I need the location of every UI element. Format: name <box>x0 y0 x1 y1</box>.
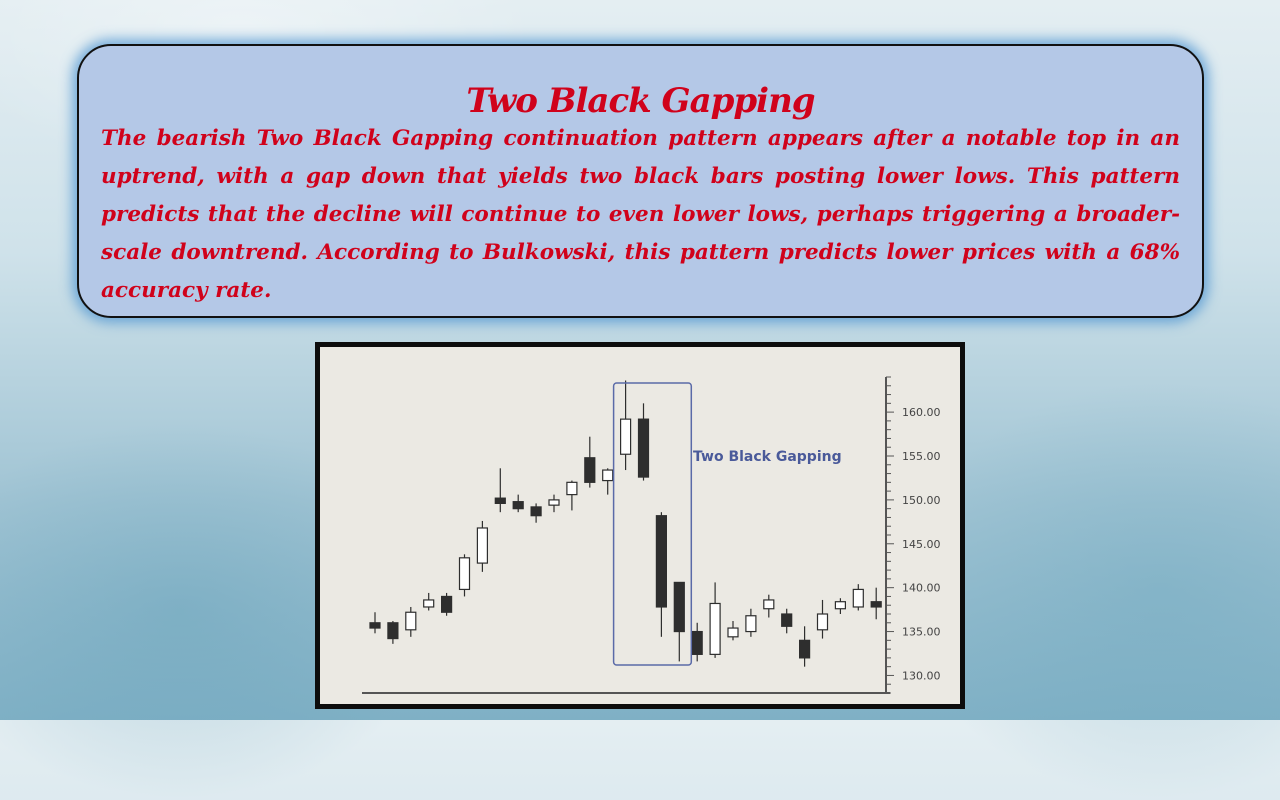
candle <box>566 480 578 511</box>
y-tick-label: 145.00 <box>902 538 941 551</box>
candle-body-bearish <box>440 595 453 613</box>
candle <box>745 608 757 637</box>
y-tick-label: 155.00 <box>902 450 941 463</box>
description-callout: Two Black Gapping The bearish Two Black … <box>77 44 1204 318</box>
pattern-highlight-box <box>612 382 693 666</box>
y-tick-label: 160.00 <box>902 406 941 419</box>
candle <box>530 503 542 523</box>
candle <box>709 582 721 658</box>
y-tick-label: 130.00 <box>902 669 941 682</box>
candle <box>620 380 632 471</box>
candle <box>852 584 864 611</box>
y-tick-label: 135.00 <box>902 626 941 639</box>
candlestick-chart: 160.00 155.00 150.00 145.00 140.00 135.00 130.… <box>362 376 941 694</box>
candle-body-bearish <box>655 515 667 608</box>
candle-body-bullish <box>476 527 488 564</box>
candles-group <box>369 380 882 667</box>
candlestick-chart-frame: 160.00 155.00 150.00 145.00 140.00 135.00 130.… <box>315 342 965 709</box>
slide-title: Two Black Gapping <box>466 81 815 121</box>
candle <box>440 592 453 616</box>
candle-body-bullish <box>745 615 757 633</box>
candle <box>548 494 560 513</box>
candle <box>816 599 829 639</box>
y-tick-label: 150.00 <box>902 494 941 507</box>
candle-body-bearish <box>691 630 703 655</box>
slide-description: The bearish Two Black Gapping continuati… <box>101 126 1180 303</box>
candle <box>494 468 506 513</box>
candle-body-bullish <box>566 481 578 496</box>
candle-body-bullish <box>709 602 721 655</box>
candle-body-bullish <box>458 557 471 591</box>
candle-body-bearish <box>799 639 811 659</box>
candle <box>637 403 650 481</box>
candle <box>727 621 739 641</box>
candle <box>870 587 882 620</box>
candle-body-bullish <box>602 469 614 482</box>
candle-body-bearish <box>494 497 506 504</box>
candle <box>512 494 524 513</box>
candle <box>834 598 847 614</box>
candle-body-bearish <box>387 622 399 640</box>
candle <box>691 622 703 662</box>
candle-body-bullish <box>423 599 435 608</box>
candle-body-bearish <box>870 601 882 608</box>
candle-body-bullish <box>763 599 775 610</box>
candle <box>584 436 596 488</box>
candle <box>387 621 399 644</box>
candle <box>423 592 435 611</box>
candle <box>405 606 417 637</box>
candle <box>458 554 471 597</box>
candle <box>799 626 811 667</box>
candle-body-bullish <box>834 601 847 610</box>
candle <box>673 581 685 662</box>
candle-body-bearish <box>512 501 524 510</box>
y-axis-ticks: 160.00 155.00 150.00 145.00 140.00 135.00 130.… <box>886 376 941 694</box>
candle-body-bullish <box>852 588 864 608</box>
y-tick-label: 140.00 <box>902 582 941 595</box>
candle <box>763 594 775 618</box>
candle-body-bullish <box>727 627 739 638</box>
candle-body-bullish <box>620 418 632 455</box>
candle-body-bearish <box>781 613 793 627</box>
candle-body-bearish <box>637 418 650 478</box>
candle <box>369 612 381 634</box>
candle-body-bearish <box>530 506 542 517</box>
candle-body-bearish <box>369 622 381 629</box>
candle-body-bullish <box>816 613 829 631</box>
candle <box>655 512 667 637</box>
candle-body-bullish <box>548 499 560 506</box>
pattern-annotation-label: Two Black Gapping <box>693 449 842 465</box>
candle <box>781 608 793 634</box>
candle-body-bearish <box>673 581 685 633</box>
candle <box>476 520 488 572</box>
candle-body-bullish <box>405 611 417 631</box>
candle-body-bearish <box>584 457 596 483</box>
candle <box>602 468 614 495</box>
